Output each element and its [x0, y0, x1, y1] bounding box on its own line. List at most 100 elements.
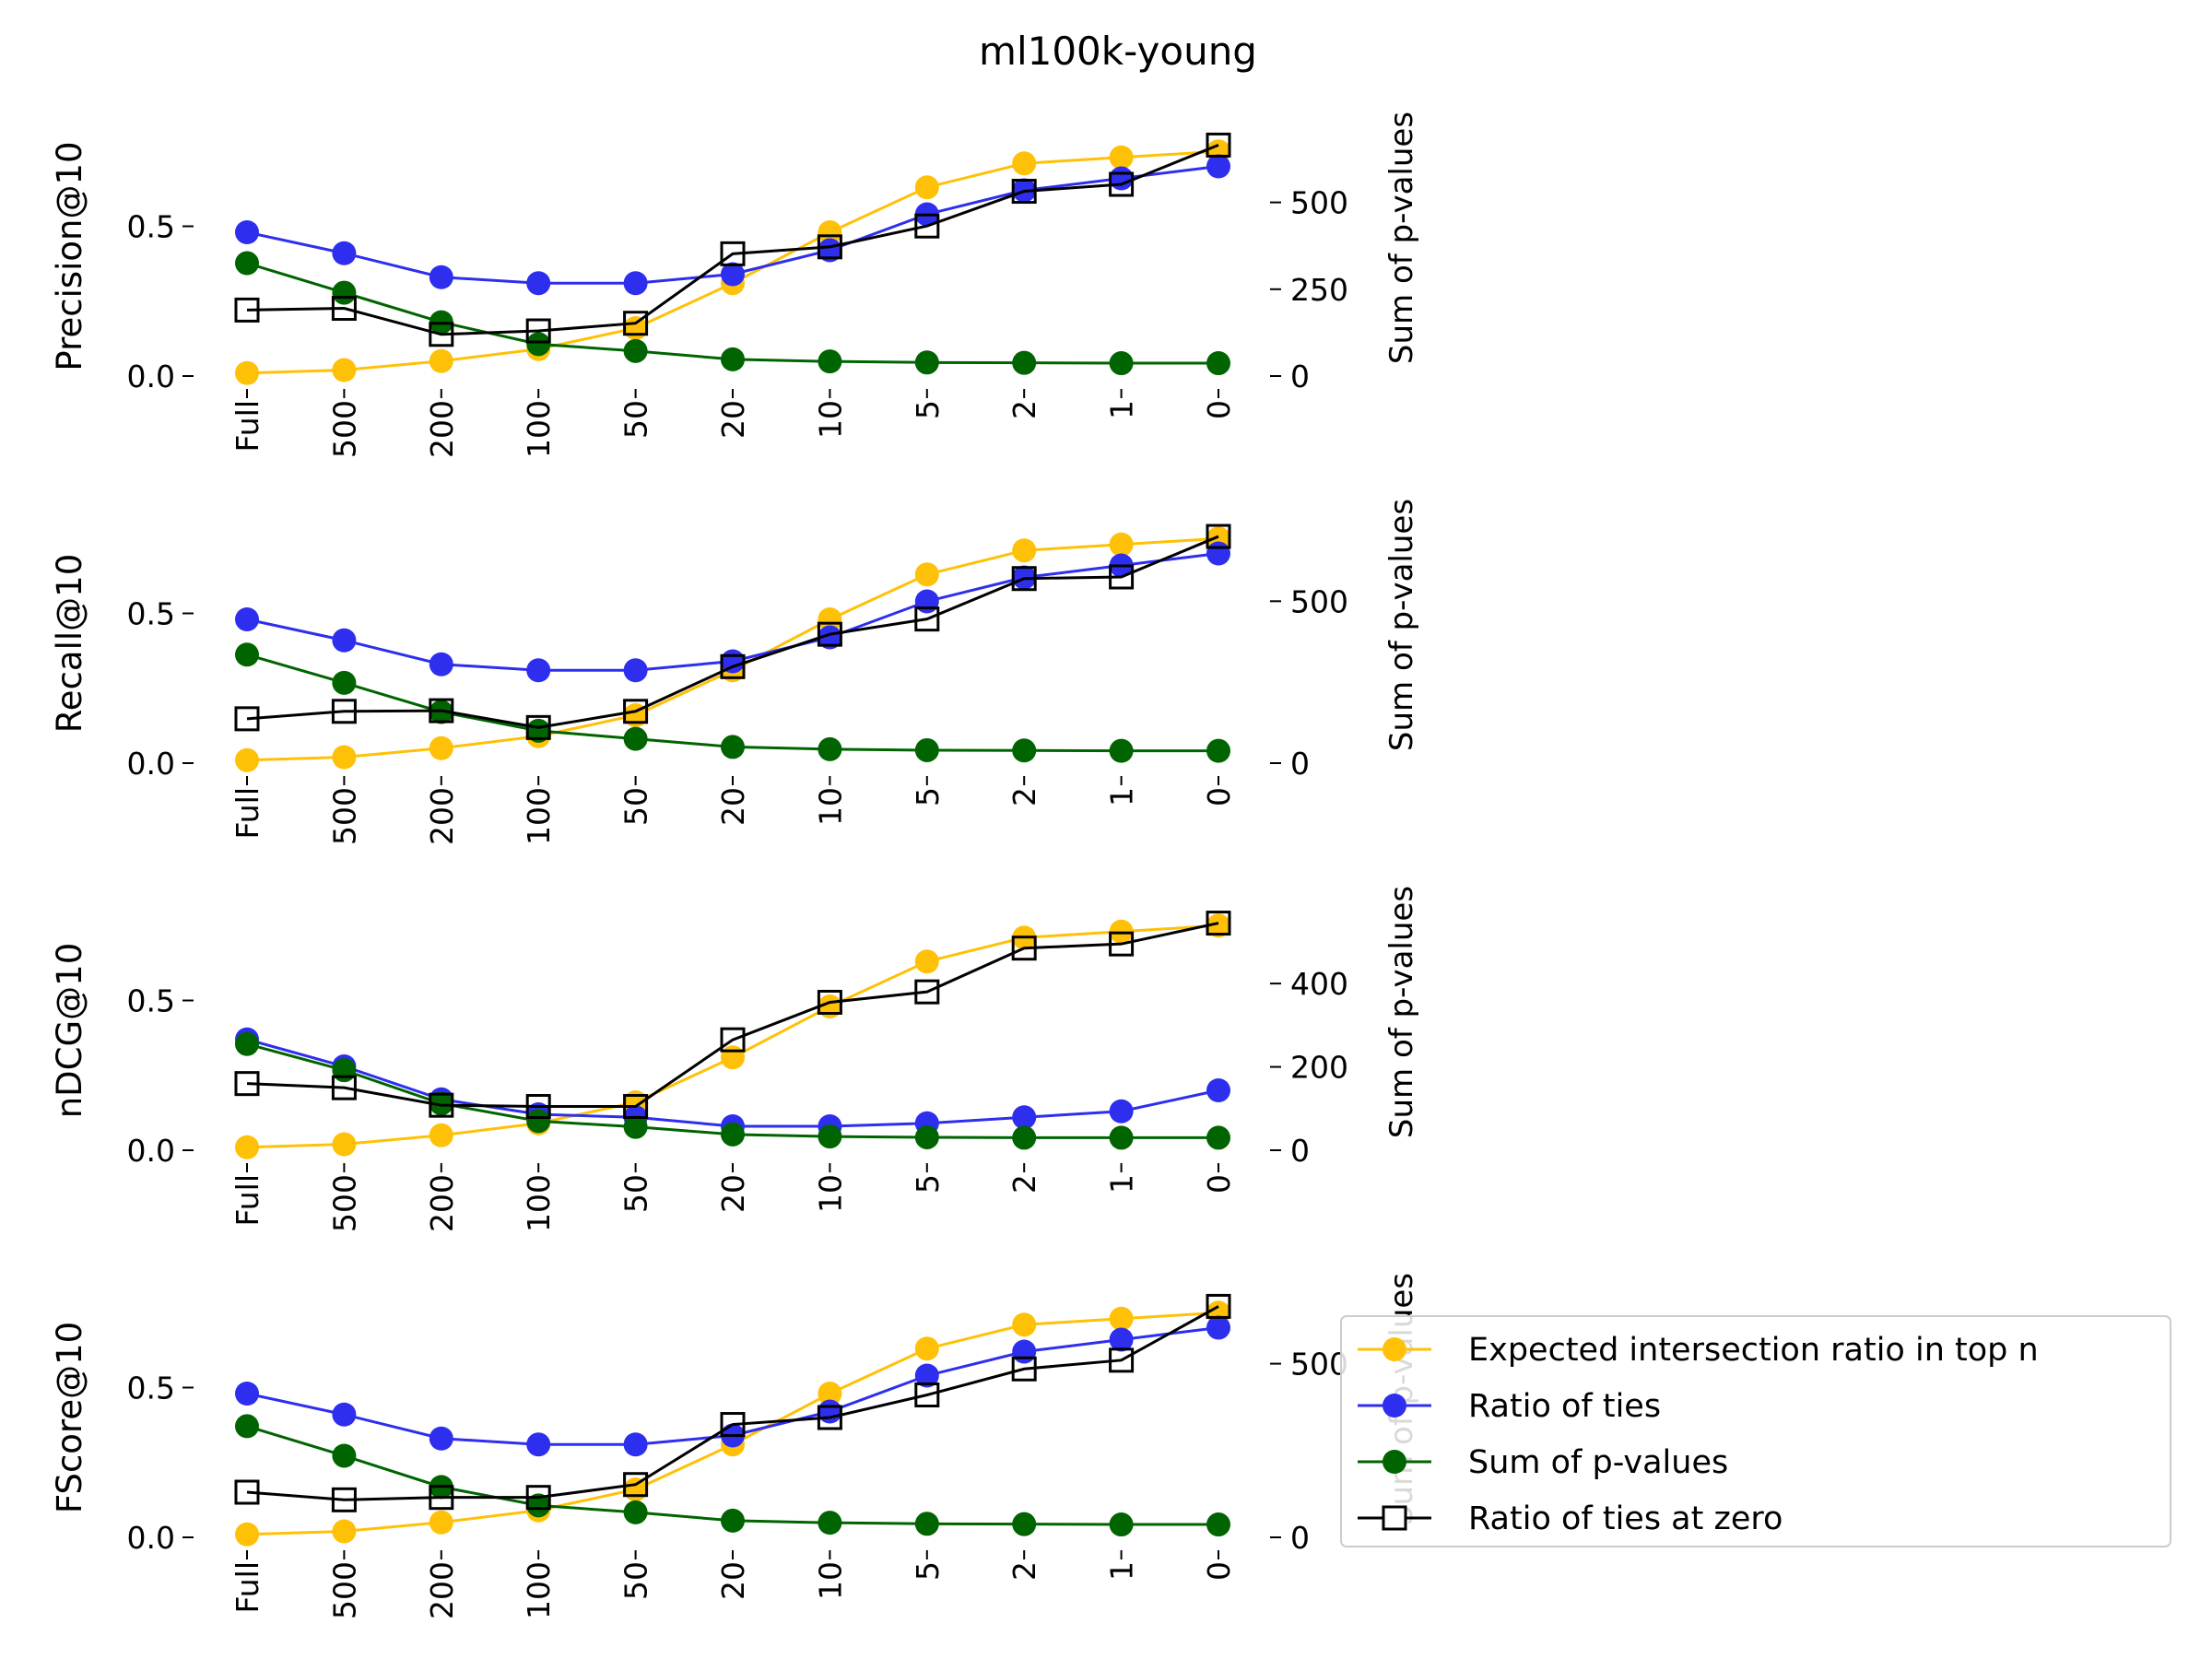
xtick-label: 2: [1006, 1561, 1042, 1581]
right-ytick-label: 0: [1290, 746, 1310, 782]
left-ytick-label: 0.5: [127, 596, 175, 632]
data-point: [1109, 145, 1134, 170]
xtick-label: 50: [618, 1174, 654, 1213]
data-point: [1109, 1099, 1134, 1124]
xtick-label: Full: [229, 400, 265, 452]
data-point: [1109, 1327, 1134, 1352]
xtick-label: 1: [1104, 1561, 1140, 1581]
data-point: [332, 1132, 357, 1157]
left-ytick-label: 0.5: [127, 983, 175, 1019]
xtick-label: 5: [910, 400, 946, 419]
data-point: [1012, 738, 1037, 763]
legend-label: Ratio of ties at zero: [1468, 1500, 1783, 1537]
series-ratio-of-ties: [235, 154, 1230, 296]
data-point: [914, 949, 939, 974]
data-point: [1206, 1125, 1230, 1150]
data-point: [623, 316, 648, 340]
data-point: [235, 1414, 259, 1439]
data-point: [235, 642, 259, 667]
data-point: [525, 1485, 551, 1511]
data-point: [1206, 541, 1230, 566]
data-point: [818, 1511, 842, 1535]
series-ratio-of-ties-at-zero: [234, 911, 1231, 1120]
left-ytick-label: 0.0: [127, 1133, 175, 1169]
data-point: [1109, 1125, 1134, 1150]
left-ytick-label: 0.5: [127, 209, 175, 245]
data-point: [235, 251, 259, 276]
data-point: [817, 234, 842, 260]
data-point: [332, 745, 357, 770]
data-point: [914, 1336, 939, 1361]
xtick-label: 500: [326, 1561, 362, 1619]
data-point: [234, 297, 260, 323]
xtick-label: 10: [812, 400, 848, 439]
xtick-label: 1: [1104, 400, 1140, 419]
data-point: [721, 1508, 745, 1533]
data-point: [818, 1124, 842, 1149]
data-point: [914, 1512, 939, 1536]
data-point: [429, 348, 453, 373]
left-axis-label: Recall@10: [50, 554, 89, 733]
data-point: [818, 625, 842, 650]
series-sum-of-p-values: [235, 251, 1230, 376]
data-point: [1012, 350, 1037, 375]
data-point: [914, 1382, 940, 1408]
data-point: [1206, 738, 1230, 763]
data-point: [526, 271, 551, 296]
xtick-label: 1: [1104, 787, 1140, 806]
data-point: [623, 338, 648, 363]
xtick-label: 500: [326, 1174, 362, 1232]
series-line: [246, 144, 1219, 336]
xtick-label: 200: [424, 400, 460, 458]
xtick-label: 200: [424, 1174, 460, 1232]
xtick-label: 2: [1006, 787, 1042, 806]
data-point: [1109, 738, 1134, 763]
data-point: [1011, 935, 1037, 961]
right-axis-label: Sum of p-values: [1383, 886, 1420, 1138]
data-point: [623, 271, 648, 296]
data-point: [1011, 566, 1037, 592]
data-point: [1109, 171, 1135, 197]
data-point: [526, 332, 551, 357]
legend-label: Sum of p-values: [1468, 1444, 1728, 1481]
xtick-label: 100: [521, 400, 557, 458]
xtick-label: 0: [1201, 1174, 1237, 1194]
data-point: [1012, 1512, 1037, 1536]
data-point: [623, 1472, 649, 1498]
data-point: [235, 1031, 259, 1056]
data-point: [721, 735, 745, 759]
data-point: [429, 652, 453, 677]
legend-marker: [1382, 1394, 1406, 1418]
xtick-label: 50: [618, 787, 654, 826]
data-point: [429, 1485, 454, 1511]
right-ytick-label: 200: [1290, 1050, 1348, 1086]
legend-label: Ratio of ties: [1468, 1388, 1661, 1425]
data-point: [331, 1075, 357, 1100]
data-point: [721, 347, 745, 371]
series-ratio-of-ties-at-zero: [234, 524, 1231, 740]
data-point: [914, 1363, 939, 1388]
data-point: [1109, 1512, 1134, 1537]
data-point: [1012, 1312, 1037, 1337]
data-point: [1012, 538, 1037, 563]
legend-entry-ratio-of-ties-at-zero: Ratio of ties at zero: [1358, 1500, 1783, 1537]
data-point: [235, 607, 259, 631]
xtick-label: 5: [910, 787, 946, 806]
data-point: [1206, 913, 1230, 938]
xtick-label: 10: [812, 787, 848, 826]
legend-label: Expected intersection ratio in top n: [1468, 1332, 2039, 1369]
data-point: [1206, 132, 1231, 158]
data-point: [332, 1402, 357, 1427]
legend: Expected intersection ratio in top n Rati…: [1340, 1315, 2171, 1547]
data-point: [914, 175, 939, 200]
data-point: [1206, 1512, 1230, 1537]
data-point: [429, 1091, 453, 1116]
xtick-label: 1: [1104, 1174, 1140, 1194]
chart-title: ml100k-young: [979, 29, 1257, 74]
data-point: [914, 562, 939, 587]
xtick-label: 100: [521, 1561, 557, 1619]
data-point: [1012, 1339, 1037, 1364]
data-point: [429, 1426, 453, 1451]
